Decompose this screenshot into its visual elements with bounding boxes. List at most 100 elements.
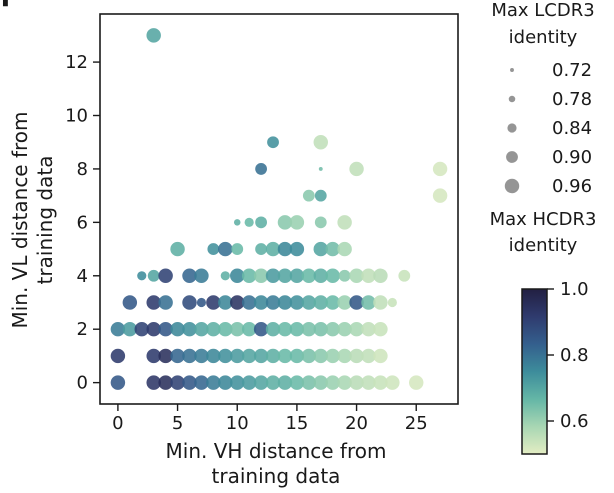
- color-legend-title-line2: identity: [509, 235, 578, 256]
- scatter-point: [318, 166, 323, 171]
- scatter-point: [325, 321, 340, 337]
- scatter-point: [158, 375, 173, 390]
- scatter-point: [267, 136, 279, 149]
- size-legend-label: 0.84: [552, 118, 592, 139]
- scatter-point: [122, 321, 138, 337]
- scatter-point: [265, 241, 281, 257]
- scatter-point: [255, 163, 267, 175]
- scatter-point: [277, 348, 293, 364]
- scatter-point: [158, 268, 173, 284]
- scatter-point: [373, 348, 388, 364]
- scatter-point: [349, 321, 364, 337]
- scatter-point: [170, 241, 185, 257]
- scatter-point: [182, 295, 197, 310]
- scatter-point: [194, 268, 209, 284]
- scatter-point: [182, 348, 197, 364]
- scatter-point: [314, 189, 327, 202]
- scatter-point: [313, 348, 328, 364]
- scatter-point: [230, 321, 245, 337]
- size-legend-label: 0.78: [552, 89, 592, 110]
- scatter-point: [218, 375, 233, 390]
- scatter-point: [196, 297, 207, 308]
- scatter-point: [253, 268, 269, 284]
- scatter-point: [337, 215, 352, 230]
- scatter-point: [122, 295, 138, 310]
- scatter-point: [325, 375, 340, 390]
- scatter-point: [241, 321, 257, 337]
- scatter-point: [432, 188, 448, 203]
- colorbar: [521, 288, 548, 455]
- scatter-point: [313, 375, 328, 390]
- size-legend: Max LCDR3 identity 0.72 0.78 0.84 0.90 0.96: [491, 0, 594, 197]
- scatter-point: [349, 375, 364, 390]
- scatter-point: [206, 375, 221, 390]
- colorbar-ticks: 0.6 0.8 1.0: [547, 279, 589, 432]
- scatter-point: [230, 268, 245, 284]
- scatter-point: [302, 189, 315, 202]
- scatter-point: [230, 348, 245, 364]
- scatter-point: [277, 321, 293, 337]
- scatter-point: [182, 375, 197, 390]
- scatter-point: [158, 295, 173, 310]
- scatter-point: [277, 375, 293, 390]
- x-axis-label-line1: Min. VH distance from: [166, 439, 387, 463]
- points-layer: [110, 28, 448, 390]
- size-legend-label: 0.72: [552, 60, 592, 81]
- scatter-point: [218, 295, 233, 310]
- scatter-point: [182, 268, 197, 284]
- scatter-point: [253, 295, 269, 310]
- scatter-point: [255, 243, 267, 255]
- scatter-point: [230, 375, 245, 390]
- scatter-point: [361, 348, 376, 364]
- scatter-point: [301, 375, 317, 390]
- size-legend-marker: [508, 95, 516, 103]
- scatter-point: [146, 348, 161, 364]
- scatter-point: [194, 348, 209, 364]
- scatter-point: [409, 375, 424, 390]
- scatter-point: [182, 321, 197, 337]
- scatter-point: [147, 269, 160, 282]
- size-legend-marker: [507, 123, 517, 133]
- scatter-point: [277, 215, 293, 230]
- x-tick-label: 25: [405, 413, 428, 434]
- scatter-point: [289, 321, 305, 337]
- scatter-point: [349, 295, 364, 310]
- scatter-point: [373, 321, 388, 337]
- colorbar-tick-label: 0.8: [560, 345, 589, 366]
- scatter-point: [313, 295, 328, 310]
- scatter-point: [385, 375, 400, 390]
- scatter-point: [170, 321, 185, 337]
- scatter-point: [313, 241, 328, 257]
- scatter-point: [349, 348, 364, 364]
- scatter-point: [146, 321, 161, 337]
- scatter-point: [337, 321, 352, 337]
- y-axis: 0 2 4 6 8 10 12: [65, 52, 100, 394]
- scatter-point: [110, 321, 126, 337]
- scatter-point: [233, 219, 241, 226]
- y-tick-label: 8: [77, 159, 88, 180]
- size-legend-title-line2: identity: [509, 27, 578, 48]
- size-legend-marker: [504, 178, 520, 194]
- scatter-point: [361, 268, 376, 284]
- y-tick-label: 6: [77, 212, 88, 233]
- scatter-point: [230, 295, 245, 310]
- scatter-point: [158, 321, 173, 337]
- scatter-point: [301, 268, 317, 284]
- x-tick-label: 5: [172, 413, 183, 434]
- scatter-point: [361, 295, 376, 310]
- scatter-point: [314, 216, 327, 229]
- scatter-point: [220, 271, 230, 281]
- colorbar-tick-label: 1.0: [560, 279, 589, 300]
- scatter-point: [253, 375, 269, 390]
- scatter-point: [313, 268, 328, 284]
- scatter-point: [194, 375, 209, 390]
- scatter-point: [218, 241, 233, 257]
- scatter-point: [255, 216, 267, 229]
- scatter-point: [134, 321, 149, 337]
- y-axis-label-line2: training data: [33, 156, 57, 285]
- scatter-point: [137, 271, 147, 281]
- scatter-point: [206, 348, 221, 364]
- scatter-point: [265, 321, 281, 337]
- scatter-point: [231, 243, 244, 255]
- scatter-point: [277, 268, 293, 284]
